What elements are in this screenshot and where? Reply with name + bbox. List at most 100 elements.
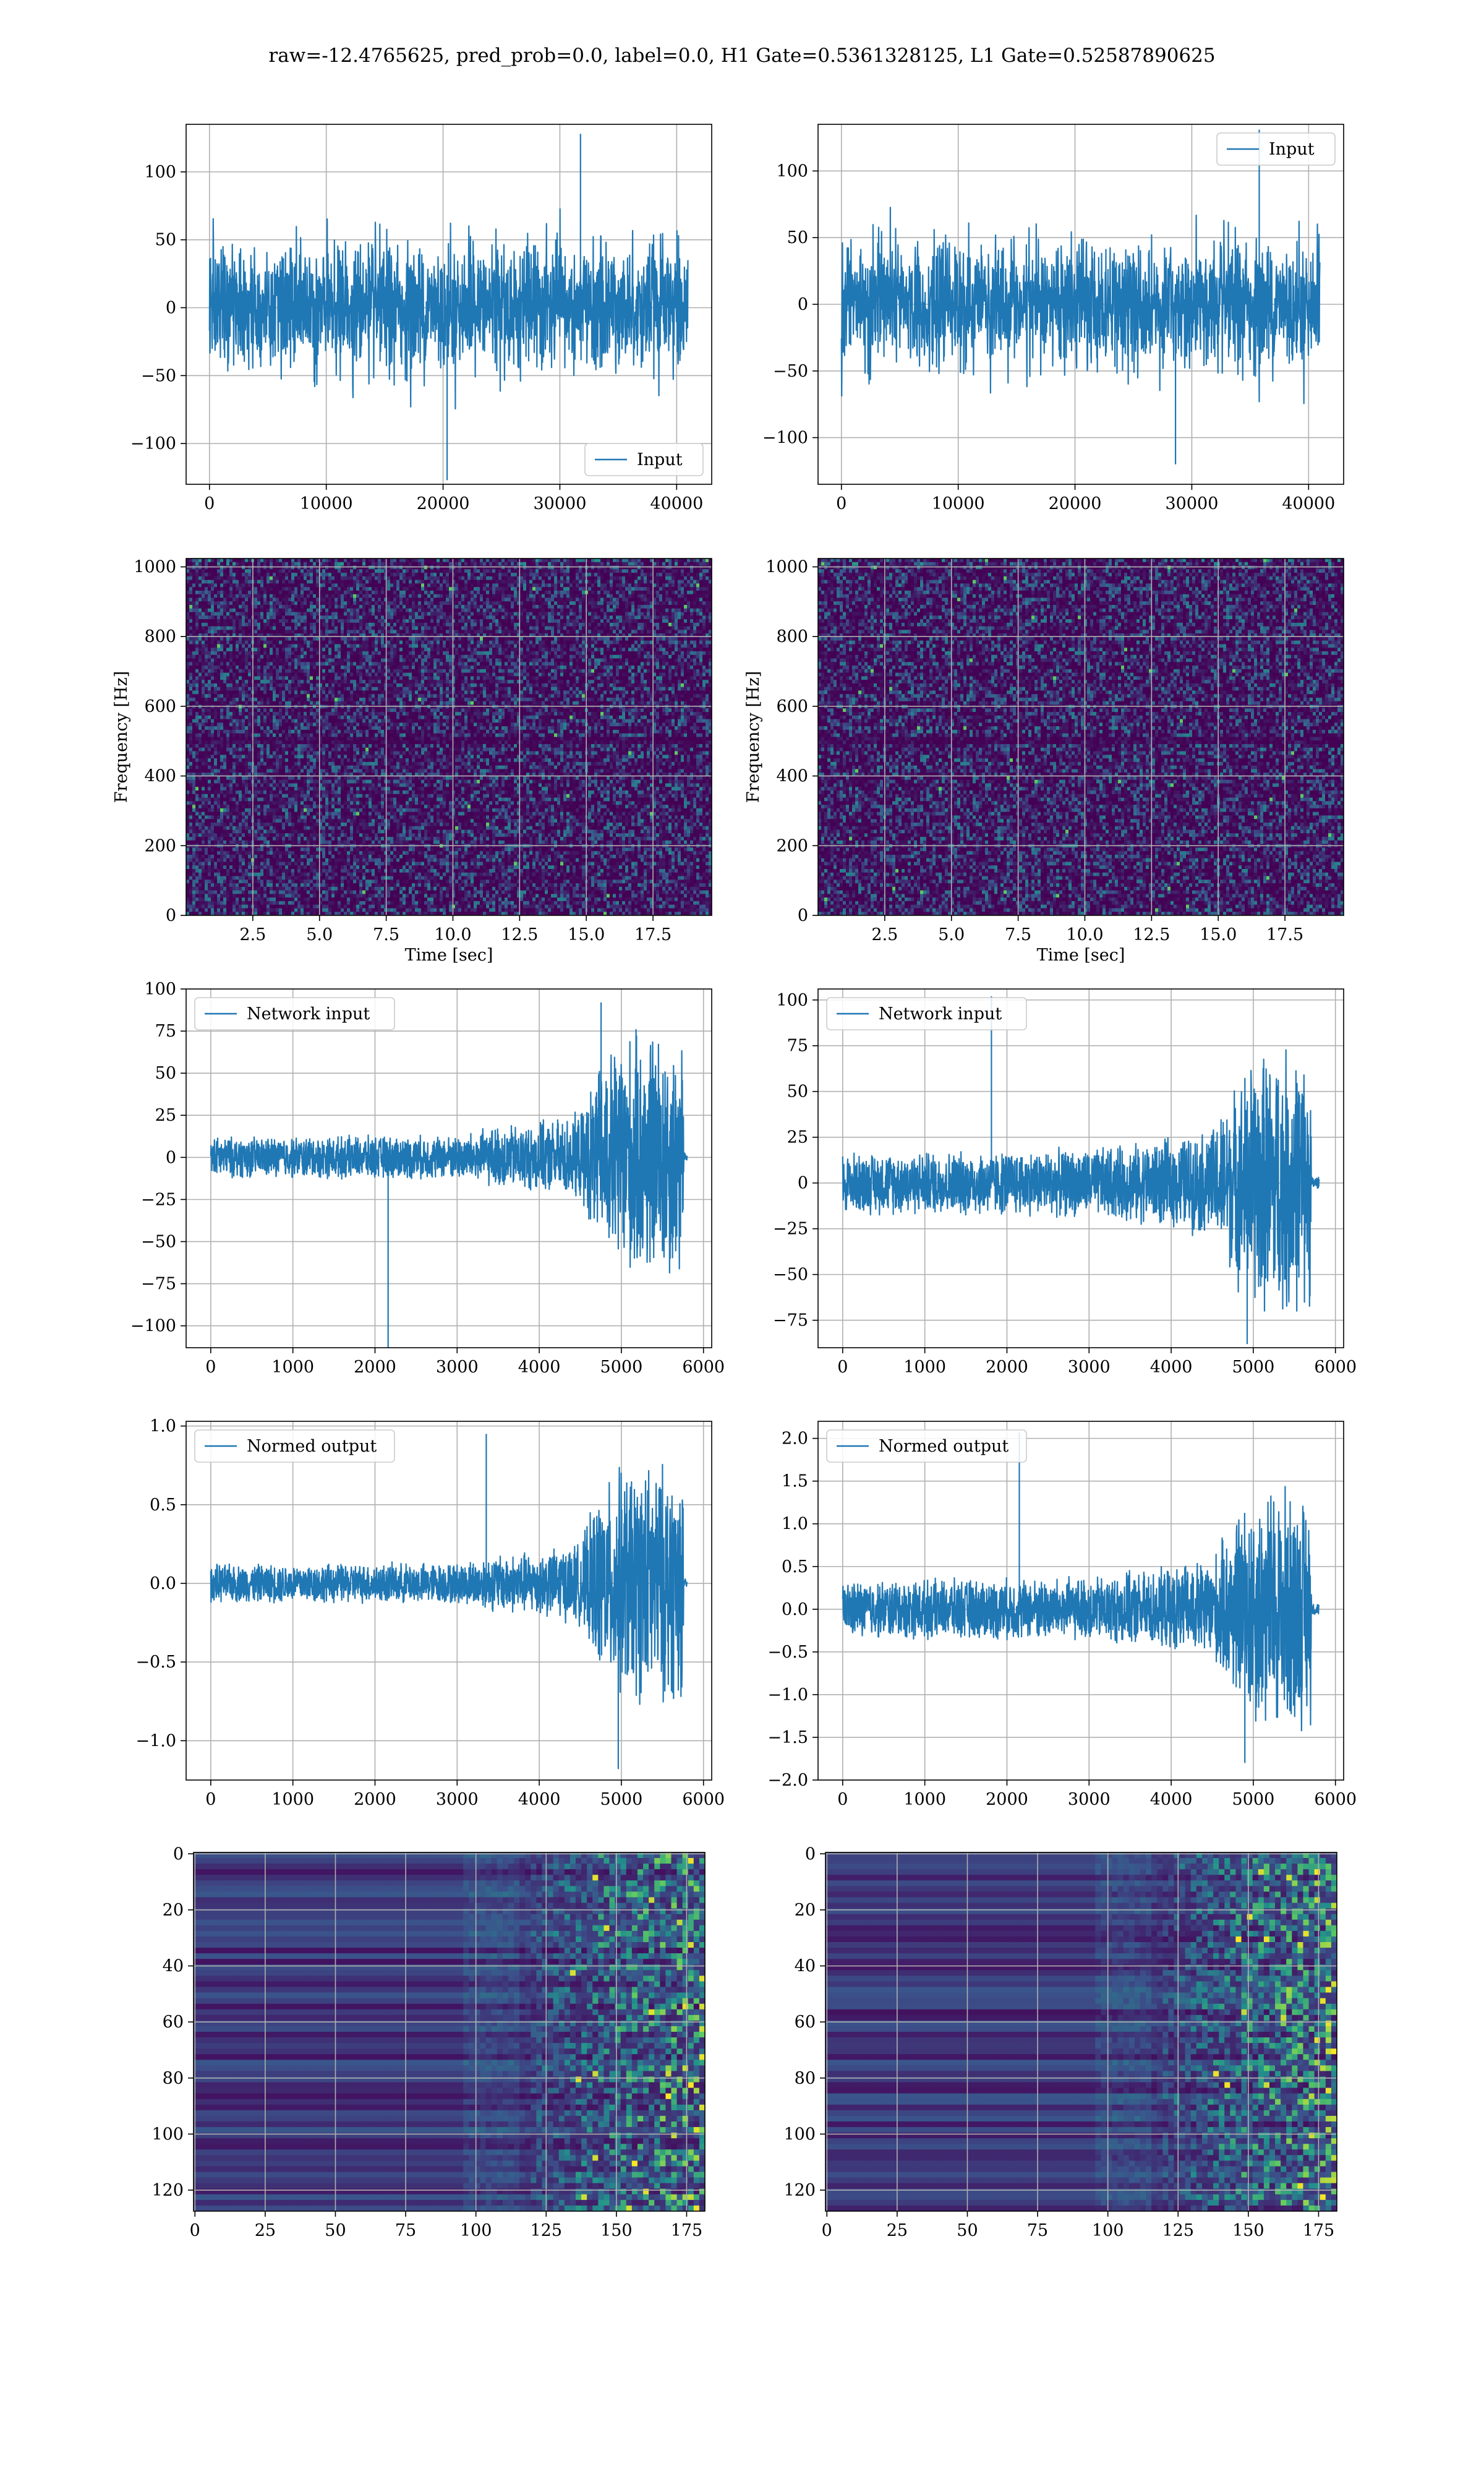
heatmap-cell (369, 648, 372, 652)
heatmap-cell (672, 601, 675, 606)
heatmap-cell (239, 580, 242, 584)
heatmap-cell (495, 565, 499, 570)
heatmap-cell (313, 569, 317, 573)
heatmap-cell (335, 583, 338, 588)
heatmap-cell (186, 630, 190, 634)
heatmap-cell (628, 633, 632, 638)
heatmap-cell (495, 636, 499, 641)
heatmap-cell (232, 601, 236, 606)
heatmap-cell (229, 626, 233, 630)
heatmap-cell (517, 654, 521, 659)
heatmap-cell (307, 576, 310, 581)
heatmap-cell (205, 648, 208, 652)
heatmap-cell (628, 619, 632, 623)
heatmap-cell (424, 626, 428, 630)
heatmap-cell (483, 559, 487, 563)
heatmap-cell (335, 562, 338, 567)
heatmap-cell (427, 630, 431, 634)
heatmap-cell (616, 644, 620, 648)
heatmap-cell (690, 569, 694, 573)
heatmap-cell (641, 605, 644, 609)
heatmap-cell (440, 559, 443, 563)
heatmap-cell (560, 608, 564, 613)
heatmap-cell (236, 654, 239, 659)
heatmap-cell (242, 583, 245, 588)
heatmap-cell (696, 633, 700, 638)
heatmap-cell (662, 580, 666, 584)
heatmap-cell (344, 622, 348, 627)
heatmap-cell (560, 583, 564, 588)
heatmap-cell (313, 594, 317, 599)
heatmap-cell (205, 562, 208, 567)
heatmap-cell (597, 622, 601, 627)
heatmap-cell (594, 565, 598, 570)
heatmap-cell (232, 565, 236, 570)
heatmap-cell (359, 651, 363, 656)
heatmap-cell (588, 573, 592, 577)
heatmap-cell (532, 622, 536, 627)
heatmap-cell (668, 594, 672, 599)
heatmap-cell (399, 605, 403, 609)
heatmap-cell (582, 594, 586, 599)
heatmap-cell (511, 601, 514, 606)
heatmap-cell (350, 576, 354, 581)
heatmap-cell (508, 654, 511, 659)
heatmap-cell (477, 569, 480, 573)
heatmap-cell (211, 644, 215, 648)
heatmap-cell (563, 573, 567, 577)
heatmap-cell (427, 615, 431, 620)
heatmap-cell (672, 619, 675, 623)
heatmap-cell (260, 573, 264, 577)
heatmap-cell (539, 573, 542, 577)
heatmap-cell (297, 597, 301, 602)
heatmap-cell (641, 651, 644, 656)
heatmap-cell (591, 559, 595, 563)
heatmap-cell (672, 590, 675, 595)
heatmap-cell (526, 630, 530, 634)
heatmap-cell (304, 608, 307, 613)
heatmap-cell (471, 587, 474, 591)
heatmap-cell (653, 576, 657, 581)
heatmap-cell (672, 559, 675, 563)
heatmap-cell (288, 651, 292, 656)
heatmap-cell (696, 587, 700, 591)
heatmap-cell (214, 576, 218, 581)
heatmap-cell (310, 640, 313, 645)
heatmap-cell (226, 601, 230, 606)
heatmap-cell (517, 622, 521, 627)
heatmap-cell (600, 569, 604, 573)
heatmap-cell (455, 626, 459, 630)
heatmap-cell (430, 569, 434, 573)
heatmap-cell (576, 622, 579, 627)
heatmap-cell (566, 633, 570, 638)
heatmap-cell (647, 583, 650, 588)
heatmap-cell (214, 626, 218, 630)
heatmap-cell (486, 608, 490, 613)
y-tick-label: 100 (776, 161, 808, 181)
heatmap-cell (625, 633, 629, 638)
heatmap-cell (582, 597, 586, 602)
heatmap-cell (662, 587, 666, 591)
heatmap-cell (205, 576, 208, 581)
heatmap-cell (381, 654, 385, 659)
heatmap-cell (319, 654, 323, 659)
heatmap-cell (665, 601, 669, 606)
heatmap-cell (214, 619, 218, 623)
heatmap-cell (375, 562, 378, 567)
heatmap-cell (501, 590, 505, 595)
heatmap-cell (297, 615, 301, 620)
heatmap-cell (192, 597, 196, 602)
heatmap-cell (467, 597, 471, 602)
heatmap-cell (393, 630, 397, 634)
heatmap-cell (356, 644, 360, 648)
heatmap-cell (582, 590, 586, 595)
heatmap-cell (520, 605, 524, 609)
heatmap-cell (545, 651, 548, 656)
heatmap-cell (647, 605, 650, 609)
heatmap-cell (186, 605, 190, 609)
heatmap-cell (480, 658, 484, 662)
heatmap-cell (557, 580, 561, 584)
heatmap-cell (415, 569, 419, 573)
heatmap-cell (335, 569, 338, 573)
heatmap-cell (684, 640, 688, 645)
